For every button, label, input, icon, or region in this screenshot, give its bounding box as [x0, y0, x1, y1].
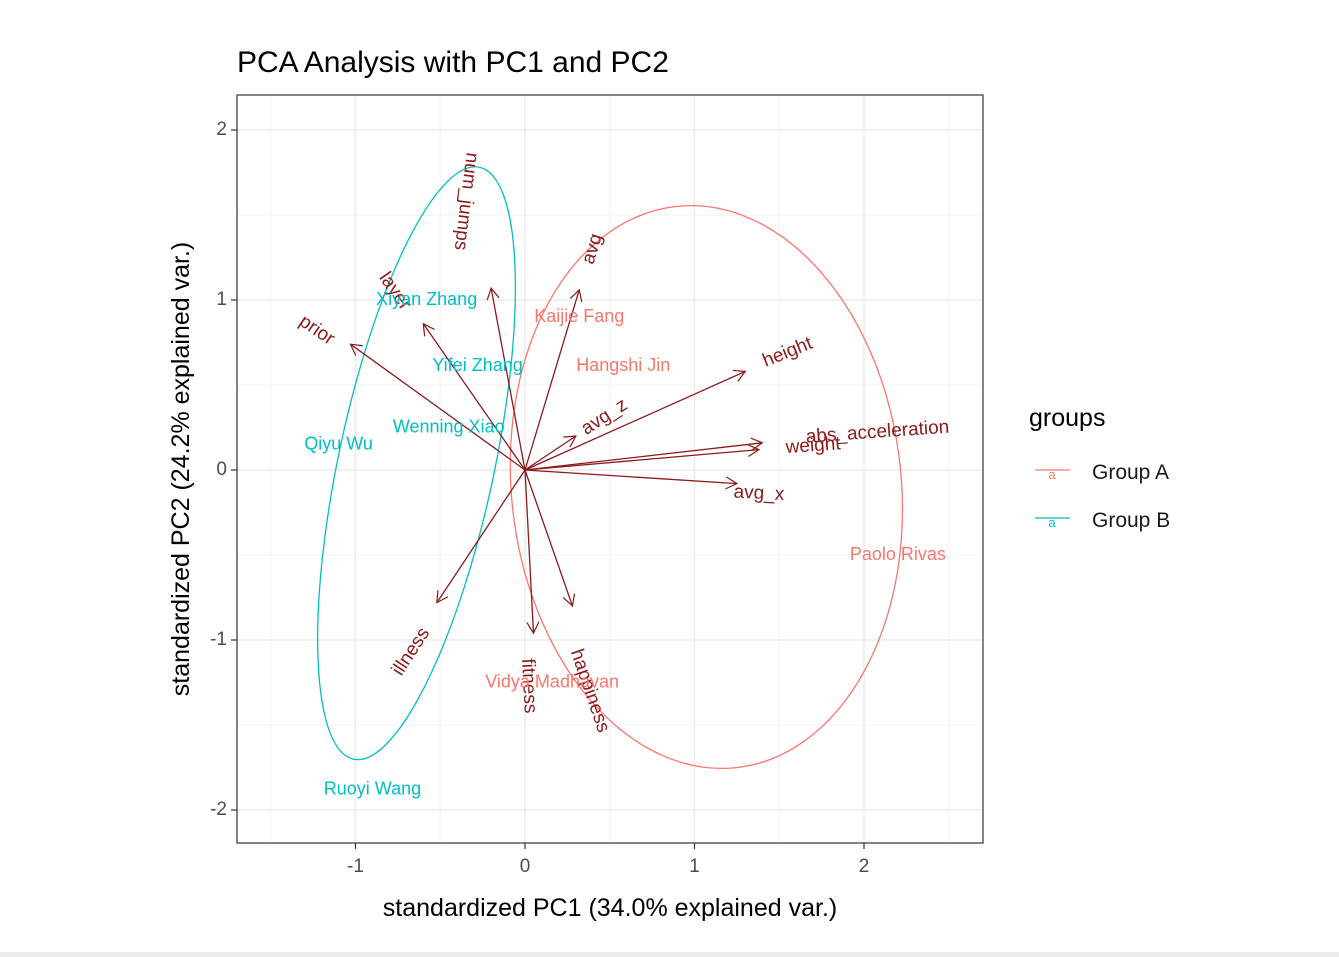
loading-arrow-fitness [524, 469, 540, 635]
x-axis-label: standardized PC1 (34.0% explained var.) [383, 894, 837, 922]
point-label-wenning-xiao: Wenning Xiao [393, 416, 505, 436]
plot-panel-border [236, 94, 984, 844]
y-axis-label: standardized PC2 (24.2% explained var.) [167, 242, 195, 696]
axes: -1 0 1 2 -2 -1 0 1 2 [210, 119, 869, 877]
point-label-hangshi-jin: Hangshi Jin [576, 355, 670, 375]
y-tick-label: 2 [216, 119, 227, 140]
ellipse-group-b [317, 166, 517, 761]
point-label-yifei-zhang: Yifei Zhang [432, 355, 522, 375]
legend-label-group-a: Group A [1092, 461, 1169, 484]
y-tick-label: -2 [210, 799, 227, 820]
loading-arrow-prior [349, 343, 526, 471]
loading-label-avg-x: avg_x [733, 482, 785, 506]
y-tick-label: 1 [216, 289, 227, 310]
x-tick-label: 1 [689, 856, 700, 877]
point-label-ruoyi-wang: Ruoyi Wang [324, 778, 421, 798]
legend-entry-group-b: a Group B [1035, 509, 1170, 532]
y-tick-label: 0 [216, 459, 227, 480]
loading-label-fitness: fitness [517, 658, 541, 714]
group-ellipses [317, 166, 904, 770]
ellipse-group-a [509, 204, 904, 770]
loading-arrow-height [524, 369, 747, 471]
point-label-paolo-rivas: Paolo Rivas [850, 544, 946, 564]
point-label-vidya-madhavan: Vidya Madhavan [485, 671, 619, 691]
loading-arrow-illness [436, 469, 526, 604]
loading-arrow-avg [524, 288, 583, 471]
loading-arrow-avg-x [524, 469, 739, 490]
observation-labels: Xiyan Zhang Yifei Zhang Wenning Xiao Qiyu W… [304, 289, 946, 799]
point-label-xiyan-zhang: Xiyan Zhang [376, 289, 477, 309]
loading-label-weight: weight [784, 433, 842, 458]
legend-label-group-b: Group B [1092, 509, 1170, 532]
legend-key-glyph-group-b: a [1048, 515, 1056, 530]
x-tick-label: -1 [347, 856, 364, 877]
y-tick-label: -1 [210, 629, 227, 650]
loading-arrow-layer [422, 322, 526, 471]
loading-arrow-abs-acceleration [524, 437, 764, 471]
legend: groups a Group A a Group B [1029, 404, 1170, 532]
point-label-qiyu-wu: Qiyu Wu [304, 433, 373, 453]
window-bottom-edge [0, 952, 1339, 957]
legend-entry-group-a: a Group A [1035, 461, 1169, 484]
loading-arrow-happiness [524, 469, 576, 608]
legend-title: groups [1029, 404, 1105, 432]
point-label-kaijie-fang: Kaijie Fang [534, 306, 624, 326]
legend-key-glyph-group-a: a [1048, 467, 1056, 482]
x-tick-label: 0 [520, 856, 531, 877]
loading-arrow-weight [524, 444, 761, 471]
loading-arrow-avg-z [524, 435, 577, 471]
loading-arrow-num-jumps [486, 286, 526, 471]
chart-title: PCA Analysis with PC1 and PC2 [237, 46, 669, 79]
x-tick-label: 2 [859, 856, 870, 877]
